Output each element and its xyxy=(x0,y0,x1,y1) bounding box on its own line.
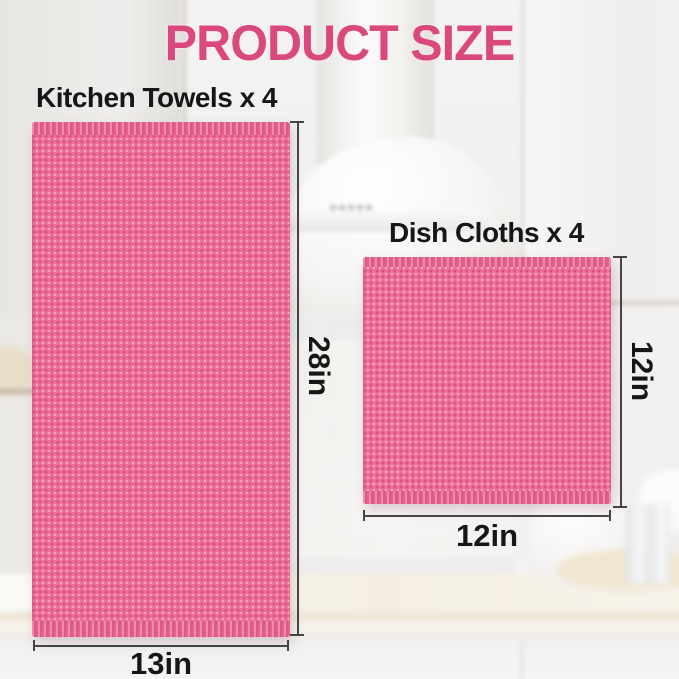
hood-control-dot xyxy=(330,205,336,210)
hood-control-dot xyxy=(366,205,372,210)
dishcloth-top-hem xyxy=(363,257,611,267)
towel-bottom-hem xyxy=(32,621,290,637)
cabinet-seam xyxy=(521,641,523,679)
towel-width-dimension-cap xyxy=(287,640,289,651)
range-hood-panel xyxy=(258,210,488,232)
dishcloth-width-dimension-cap xyxy=(363,510,365,521)
kitchen-towel-swatch xyxy=(32,122,290,637)
towel-width-value: 13in xyxy=(129,646,193,679)
dishcloth-width-dimension-line xyxy=(363,515,611,517)
towel-top-hem xyxy=(32,122,290,135)
page-title: PRODUCT SIZE xyxy=(164,15,515,71)
background-shelf xyxy=(598,301,679,305)
blurred-jar xyxy=(0,346,32,396)
dishcloth-height-value: 12in xyxy=(625,341,658,402)
towel-height-dimension-cap xyxy=(290,121,304,123)
dishcloth-height-dimension-cap xyxy=(613,256,627,258)
hood-control-dot xyxy=(339,205,345,210)
right-cabinet-edge xyxy=(522,0,524,304)
base-cabinet-front xyxy=(0,638,679,679)
hood-control-dot xyxy=(348,205,354,210)
dishcloth-height-dimension-cap xyxy=(613,506,627,508)
dish-cloth-label: Dish Cloths x 4 xyxy=(389,217,584,248)
towel-height-dimension-line xyxy=(297,122,299,636)
towel-width-dimension-cap xyxy=(33,640,35,651)
left-shelf xyxy=(0,389,38,394)
towel-height-value: 28in xyxy=(302,336,335,397)
dishcloth-width-dimension-cap xyxy=(609,510,611,521)
kitchen-towel-label: Kitchen Towels x 4 xyxy=(36,82,278,113)
dishcloth-width-value: 12in xyxy=(455,518,519,553)
cabinet-seam xyxy=(165,648,167,679)
glass-cup xyxy=(626,504,670,584)
dish-cloth-swatch xyxy=(363,257,611,504)
dishcloth-height-dimension-line xyxy=(620,257,622,508)
towel-height-dimension-cap xyxy=(290,634,304,636)
hood-control-dot xyxy=(357,205,363,210)
towel-width-dimension-line xyxy=(33,645,289,647)
dishcloth-bottom-hem xyxy=(363,491,611,504)
